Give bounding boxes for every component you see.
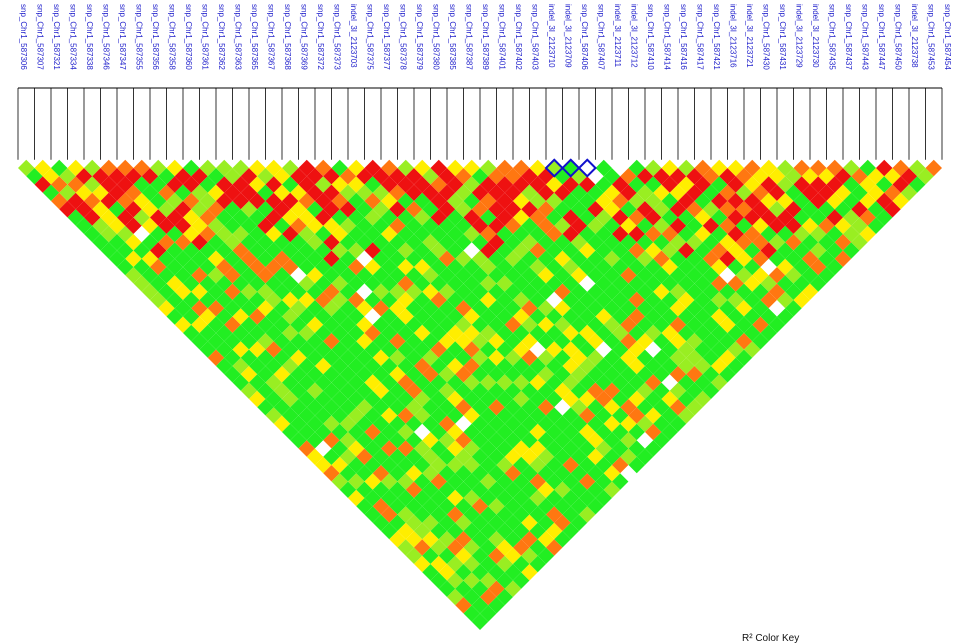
marker-label: indel_3I_2123711	[613, 4, 622, 68]
marker-label: snp_Chr1_587407	[597, 4, 606, 70]
marker-label: snp_Chr1_587306	[19, 4, 28, 70]
marker-label: indel_3I_2123703	[349, 4, 358, 68]
ld-cell	[925, 159, 942, 177]
marker-label: snp_Chr1_587453	[927, 4, 936, 70]
marker-label: snp_Chr1_587355	[135, 4, 144, 70]
marker-label: indel_3I_2123721	[745, 4, 754, 68]
marker-label: indel_3I_2123729	[795, 4, 804, 68]
marker-label: snp_Chr1_587416	[679, 4, 688, 70]
marker-label: indel_3I_2123712	[630, 4, 639, 68]
marker-label: snp_Chr1_587414	[663, 4, 672, 70]
marker-label: snp_Chr1_587403	[531, 4, 540, 70]
marker-label: snp_Chr1_587447	[877, 4, 886, 70]
marker-label: snp_Chr1_587430	[762, 4, 771, 70]
marker-label: snp_Chr1_587363	[234, 4, 243, 70]
marker-label: snp_Chr1_587367	[267, 4, 276, 70]
marker-label: snp_Chr1_587321	[52, 4, 61, 70]
highlight-outline	[561, 158, 581, 178]
marker-label: snp_Chr1_587379	[415, 4, 424, 70]
marker-label: snp_Chr1_587347	[118, 4, 127, 70]
marker-position-lines	[17, 87, 943, 160]
marker-label: snp_Chr1_587358	[168, 4, 177, 70]
marker-label: snp_Chr1_587378	[399, 4, 408, 70]
marker-labels: snp_Chr1_587306 snp_Chr1_587307 snp_Chr1_5…	[19, 4, 952, 70]
marker-label: snp_Chr1_587346	[102, 4, 111, 70]
marker-label: snp_Chr1_587368	[283, 4, 292, 70]
marker-label: snp_Chr1_587356	[151, 4, 160, 70]
marker-label: snp_Chr1_587410	[646, 4, 655, 70]
highlight-outline	[577, 158, 597, 178]
marker-label: indel_3I_2123716	[729, 4, 738, 68]
ld-cells	[18, 159, 942, 630]
color-key-label: R² Color Key	[742, 633, 799, 644]
marker-label: snp_Chr1_587450	[894, 4, 903, 70]
marker-label: snp_Chr1_587401	[498, 4, 507, 70]
marker-label: snp_Chr1_587421	[712, 4, 721, 70]
marker-label: snp_Chr1_587402	[514, 4, 523, 70]
marker-label: snp_Chr1_587380	[432, 4, 441, 70]
highlight-outline	[544, 158, 564, 178]
marker-label: snp_Chr1_587389	[481, 4, 490, 70]
marker-label: snp_Chr1_587373	[333, 4, 342, 70]
marker-label: snp_Chr1_587361	[201, 4, 210, 70]
marker-label: snp_Chr1_587385	[448, 4, 457, 70]
marker-label: indel_3I_2123709	[564, 4, 573, 68]
marker-label: snp_Chr1_587362	[217, 4, 226, 70]
marker-label: snp_Chr1_587437	[844, 4, 853, 70]
marker-label: snp_Chr1_587406	[580, 4, 589, 70]
marker-label: snp_Chr1_587334	[69, 4, 78, 70]
marker-label: snp_Chr1_587365	[250, 4, 259, 70]
marker-label: snp_Chr1_587338	[85, 4, 94, 70]
marker-label: indel_3I_2123730	[811, 4, 820, 68]
marker-label: snp_Chr1_587454	[943, 4, 952, 70]
marker-label: indel_3I_2123738	[910, 4, 919, 68]
marker-label: snp_Chr1_587435	[828, 4, 837, 70]
marker-label: snp_Chr1_587387	[465, 4, 474, 70]
marker-label: snp_Chr1_587307	[36, 4, 45, 70]
marker-label: snp_Chr1_587431	[778, 4, 787, 70]
marker-label: indel_3I_2123710	[547, 4, 556, 68]
marker-label: snp_Chr1_587375	[366, 4, 375, 70]
highlighted-pair	[544, 158, 597, 178]
marker-label: snp_Chr1_587417	[696, 4, 705, 70]
marker-label: snp_Chr1_587443	[861, 4, 870, 70]
marker-label: snp_Chr1_587360	[184, 4, 193, 70]
marker-label: snp_Chr1_587369	[300, 4, 309, 70]
marker-label: snp_Chr1_587377	[382, 4, 391, 70]
marker-label: snp_Chr1_587372	[316, 4, 325, 70]
